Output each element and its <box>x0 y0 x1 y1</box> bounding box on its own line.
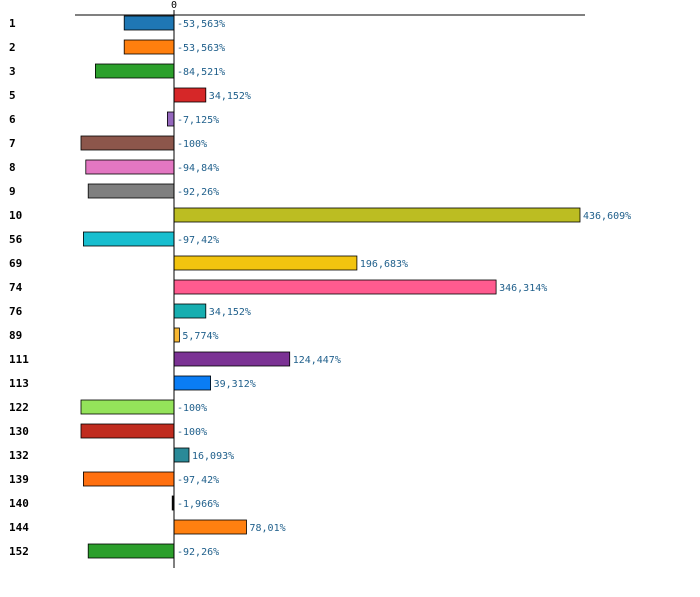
bar-10 <box>173 207 581 223</box>
category-label-9: 9 <box>9 185 16 198</box>
value-label-130: -100% <box>177 427 207 438</box>
category-label-8: 8 <box>9 161 16 174</box>
category-label-6: 6 <box>9 113 16 126</box>
value-label-139: -97,42% <box>177 475 219 486</box>
bar-5 <box>173 87 207 103</box>
bar-152 <box>87 543 175 559</box>
category-label-69: 69 <box>9 257 22 270</box>
value-label-74: 346,314% <box>499 283 547 294</box>
bars-group: 1 -53,563% 2 -53,563% 3 -84,521% 5 34,152% 6 -7,1… <box>9 15 631 559</box>
bar-113 <box>173 375 211 391</box>
value-label-9: -92,26% <box>177 187 219 198</box>
bar-139 <box>83 471 175 487</box>
value-label-2: -53,563% <box>177 43 225 54</box>
value-label-111: 124,447% <box>293 355 341 366</box>
category-label-2: 2 <box>9 41 16 54</box>
value-label-3: -84,521% <box>177 67 225 78</box>
value-label-56: -97,42% <box>177 235 219 246</box>
value-label-69: 196,683% <box>360 259 408 270</box>
category-label-111: 111 <box>9 353 29 366</box>
value-label-89: 5,774% <box>182 331 218 342</box>
value-label-140: -1,966% <box>177 499 219 510</box>
value-label-5: 34,152% <box>209 91 251 102</box>
bar-3 <box>95 63 175 79</box>
category-label-76: 76 <box>9 305 23 318</box>
bar-9 <box>87 183 175 199</box>
bar-2 <box>123 39 175 55</box>
value-label-10: 436,609% <box>583 211 631 222</box>
bar-1 <box>123 15 175 31</box>
category-label-89: 89 <box>9 329 22 342</box>
category-label-10: 10 <box>9 209 22 222</box>
value-label-1: -53,563% <box>177 19 225 30</box>
category-label-5: 5 <box>9 89 16 102</box>
category-label-122: 122 <box>9 401 29 414</box>
category-label-140: 140 <box>9 497 29 510</box>
bar-111 <box>173 351 291 367</box>
zero-tick-label: 0 <box>171 0 177 11</box>
bar-6 <box>166 111 175 127</box>
value-label-144: 78,01% <box>250 523 286 534</box>
value-label-6: -7,125% <box>177 115 219 126</box>
category-label-113: 113 <box>9 377 29 390</box>
category-label-130: 130 <box>9 425 29 438</box>
bar-69 <box>173 255 358 271</box>
bar-7 <box>80 135 175 151</box>
bar-130 <box>80 423 175 439</box>
category-label-56: 56 <box>9 233 23 246</box>
category-label-144: 144 <box>9 521 29 534</box>
category-label-139: 139 <box>9 473 29 486</box>
value-label-7: -100% <box>177 139 207 150</box>
bar-74 <box>173 279 497 295</box>
bar-56 <box>83 231 175 247</box>
value-label-152: -92,26% <box>177 547 219 558</box>
category-label-132: 132 <box>9 449 29 462</box>
bar-144 <box>173 519 247 535</box>
category-label-7: 7 <box>9 137 16 150</box>
value-label-113: 39,312% <box>214 379 256 390</box>
bar-8 <box>85 159 175 175</box>
value-label-8: -94,84% <box>177 163 219 174</box>
category-label-152: 152 <box>9 545 29 558</box>
bar-89 <box>173 327 180 343</box>
value-label-122: -100% <box>177 403 207 414</box>
bar-122 <box>80 399 175 415</box>
value-label-132: 16,093% <box>192 451 234 462</box>
bar-132 <box>173 447 190 463</box>
category-label-74: 74 <box>9 281 23 294</box>
value-label-76: 34,152% <box>209 307 251 318</box>
category-label-1: 1 <box>9 17 16 30</box>
category-label-3: 3 <box>9 65 16 78</box>
bar-76 <box>173 303 207 319</box>
